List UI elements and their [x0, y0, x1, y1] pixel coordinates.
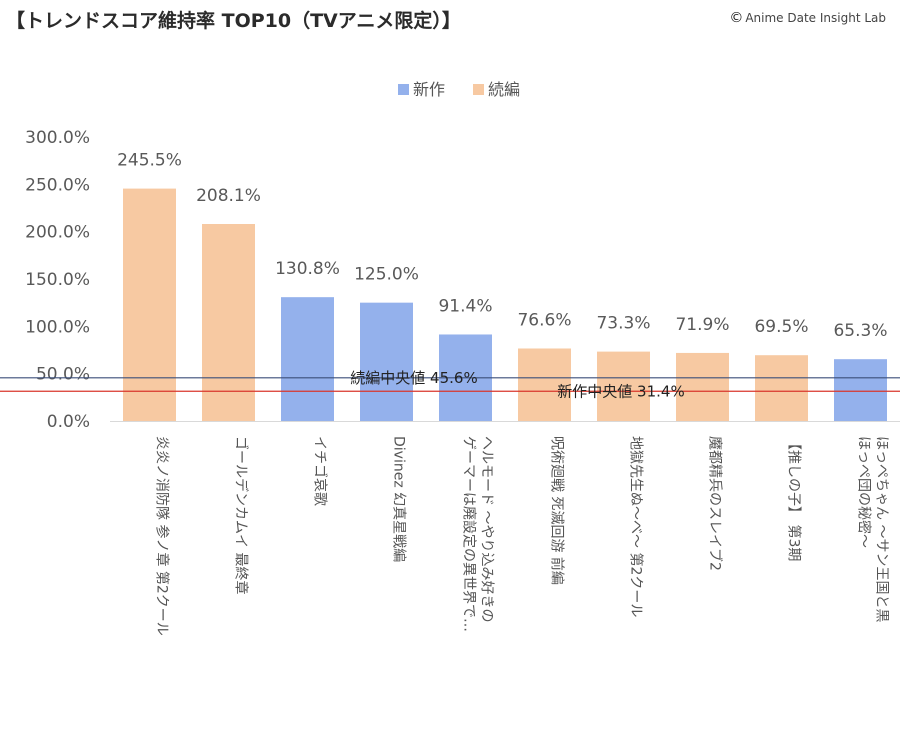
category-label: Divinez 幻真星戦編: [391, 436, 407, 562]
chart-title: 【トレンドスコア維持率 TOP10（TVアニメ限定）】: [6, 10, 461, 32]
copyright-icon: ©: [729, 10, 744, 26]
bar-3: [281, 297, 334, 421]
category-label: 地獄先生ぬ～べ～ 第2クール: [628, 436, 645, 617]
bar-6: [518, 348, 571, 421]
y-tick-label: 0.0%: [47, 412, 90, 432]
data-label: 125.0%: [354, 265, 419, 285]
bar-9: [755, 355, 808, 421]
category-label: ゲーマーは廃設定の異世界で…: [461, 436, 478, 632]
category-label: 呪術廻戦 死滅回游 前編: [549, 436, 566, 585]
category-label: ほっぺ団の秘密～: [856, 436, 873, 548]
data-label: 245.5%: [117, 151, 182, 171]
bar-8: [676, 352, 729, 421]
category-label: イチゴ哀歌: [312, 436, 329, 506]
data-label: 208.1%: [196, 186, 261, 206]
category-label: 魔都精兵のスレイブ2: [707, 436, 724, 571]
credit: © Anime Date Insight Lab: [729, 10, 886, 26]
credit-text: Anime Date Insight Lab: [745, 11, 886, 25]
bar-10: [834, 359, 887, 421]
y-tick-label: 300.0%: [25, 128, 90, 148]
y-tick-label: 200.0%: [25, 223, 90, 243]
data-label: 130.8%: [275, 259, 340, 279]
median-label-2: 新作中央値 31.4%: [557, 382, 684, 400]
legend-label-1: 新作: [413, 80, 445, 99]
data-label: 65.3%: [833, 321, 887, 341]
data-label: 91.4%: [438, 296, 492, 316]
bar-7: [597, 351, 650, 421]
bar-2: [202, 223, 255, 421]
legend-swatch-1: [398, 84, 409, 95]
category-label: ゴールデンカムイ 最終章: [233, 436, 250, 594]
data-label: 69.5%: [754, 317, 808, 337]
category-label: 【推しの子】 第3期: [786, 436, 803, 561]
y-tick-label: 150.0%: [25, 270, 90, 290]
bar-1: [123, 188, 176, 421]
y-tick-label: 250.0%: [25, 175, 90, 195]
category-label: ヘルモード ～やり込み好きの: [479, 436, 495, 622]
y-tick-label: 50.0%: [36, 365, 90, 385]
legend-swatch-2: [473, 84, 484, 95]
legend-label-2: 続編: [488, 80, 520, 99]
median-label-1: 続編中央値 45.6%: [350, 369, 477, 387]
category-label: ほっぺちゃん ～サン王国と黒: [874, 436, 890, 622]
data-label: 76.6%: [517, 310, 571, 330]
y-tick-label: 100.0%: [25, 317, 90, 337]
data-label: 71.9%: [675, 315, 729, 335]
data-label: 73.3%: [596, 314, 650, 334]
category-label: 炎炎ノ消防隊 参ノ章 第2クール: [154, 436, 171, 636]
bar-4: [360, 302, 413, 421]
